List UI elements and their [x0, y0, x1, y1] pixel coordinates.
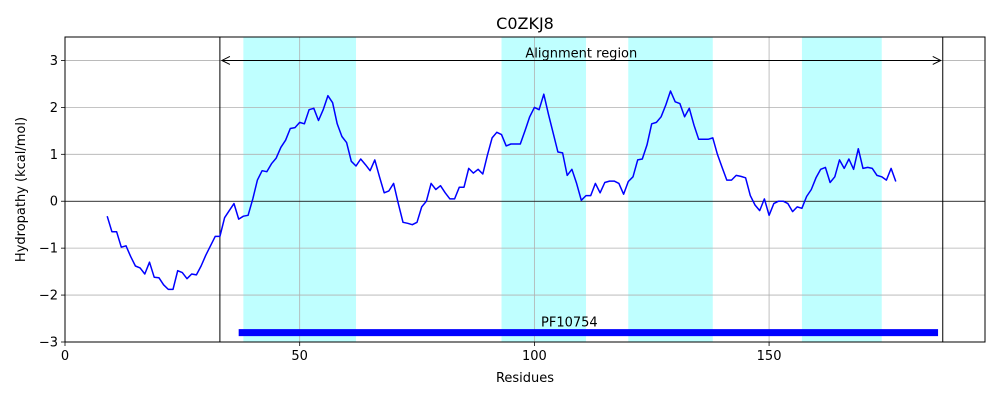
- highlight-regions: [243, 37, 882, 342]
- y-tick-label: −3: [39, 336, 58, 351]
- y-tick-label: −1: [39, 242, 58, 257]
- y-tick-label: 2: [50, 101, 58, 116]
- y-tick-label: 1: [50, 148, 58, 163]
- x-tick-label: 0: [61, 349, 69, 364]
- x-axis-ticks: 0 50 100 150: [61, 342, 782, 364]
- y-tick-label: 3: [50, 54, 58, 69]
- alignment-label: Alignment region: [525, 46, 637, 61]
- alignment-arrow-right-head: [932, 56, 942, 65]
- x-tick-label: 100: [522, 349, 547, 364]
- highlight-region-2: [501, 37, 587, 342]
- plot-frame: [64, 36, 986, 343]
- y-axis-label: Hydropathy (kcal/mol): [14, 117, 29, 262]
- alignment-boundaries: [219, 37, 944, 342]
- y-tick-label: 0: [50, 195, 58, 210]
- x-axis-label: Residues: [496, 371, 554, 386]
- x-tick-label: 50: [291, 349, 308, 364]
- highlight-region-3: [628, 37, 713, 342]
- x-tick-label: 150: [757, 349, 782, 364]
- highlight-region-4: [801, 37, 882, 342]
- chart-title: C0ZKJ8: [496, 14, 554, 33]
- domain-label: PF10754: [541, 316, 598, 331]
- y-axis-ticks: −3 −2 −1 0 1 2 3: [39, 54, 65, 351]
- y-tick-label: −2: [39, 289, 58, 304]
- alignment-annotation: Alignment region: [220, 46, 942, 65]
- domain-group: PF10754: [238, 316, 939, 337]
- hydropathy-line: [106, 90, 897, 291]
- alignment-arrow-left-head: [220, 56, 231, 65]
